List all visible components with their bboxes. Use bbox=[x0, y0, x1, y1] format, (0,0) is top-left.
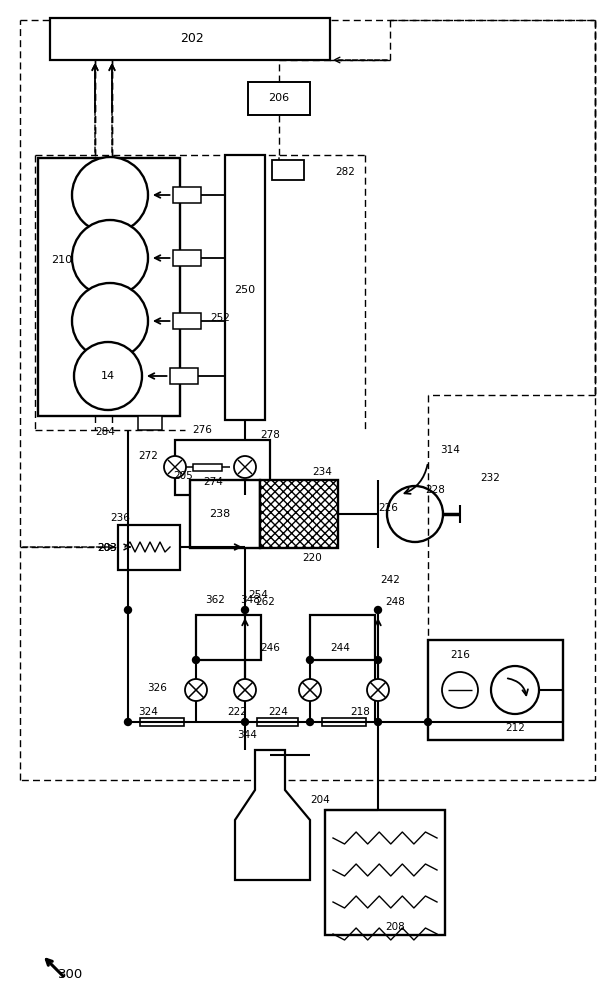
Text: 362: 362 bbox=[205, 595, 225, 605]
Text: 238: 238 bbox=[209, 509, 230, 519]
Text: 252: 252 bbox=[210, 313, 230, 323]
Text: 202: 202 bbox=[180, 32, 204, 45]
Bar bbox=[140, 718, 184, 726]
Bar bbox=[325, 810, 445, 935]
Text: 324: 324 bbox=[138, 707, 158, 717]
Text: 234: 234 bbox=[312, 467, 332, 477]
Text: 272: 272 bbox=[138, 451, 158, 461]
Circle shape bbox=[442, 672, 478, 708]
Bar bbox=[196, 615, 261, 660]
Text: 344: 344 bbox=[237, 730, 257, 740]
Circle shape bbox=[192, 656, 200, 664]
Text: 242: 242 bbox=[380, 575, 400, 585]
Text: 205: 205 bbox=[173, 471, 193, 481]
Text: 212: 212 bbox=[505, 723, 525, 733]
Bar bbox=[322, 718, 366, 726]
Circle shape bbox=[387, 486, 443, 542]
Polygon shape bbox=[235, 750, 310, 880]
Text: 208: 208 bbox=[385, 922, 405, 932]
Bar bbox=[260, 480, 338, 548]
Text: 236: 236 bbox=[110, 513, 130, 523]
Text: 326: 326 bbox=[147, 683, 167, 693]
Circle shape bbox=[375, 656, 381, 664]
Circle shape bbox=[424, 718, 431, 726]
Bar bbox=[193, 464, 222, 471]
Bar bbox=[172, 187, 200, 203]
Text: 204: 204 bbox=[310, 795, 330, 805]
Bar bbox=[428, 640, 563, 740]
Circle shape bbox=[124, 718, 131, 726]
Circle shape bbox=[307, 656, 314, 664]
Bar bbox=[172, 250, 200, 266]
Bar bbox=[190, 480, 260, 548]
Bar bbox=[175, 440, 270, 495]
Bar bbox=[118, 525, 180, 570]
Bar bbox=[272, 160, 304, 180]
Text: 224: 224 bbox=[268, 707, 288, 717]
Text: 232: 232 bbox=[480, 473, 500, 483]
Text: 220: 220 bbox=[302, 553, 322, 563]
Circle shape bbox=[375, 606, 381, 613]
Bar bbox=[225, 155, 265, 420]
Text: 348: 348 bbox=[240, 595, 260, 605]
Circle shape bbox=[491, 666, 539, 714]
Circle shape bbox=[234, 456, 256, 478]
Text: 203: 203 bbox=[97, 543, 117, 553]
Text: 14: 14 bbox=[101, 371, 115, 381]
Bar bbox=[310, 615, 375, 660]
Circle shape bbox=[241, 606, 248, 613]
Text: 226: 226 bbox=[378, 503, 398, 513]
Text: 248: 248 bbox=[385, 597, 405, 607]
Bar bbox=[248, 82, 310, 115]
Text: 262: 262 bbox=[255, 597, 275, 607]
Text: 218: 218 bbox=[350, 707, 370, 717]
Bar bbox=[38, 158, 180, 416]
Text: 210: 210 bbox=[52, 255, 73, 265]
Circle shape bbox=[164, 456, 186, 478]
Circle shape bbox=[72, 157, 148, 233]
Circle shape bbox=[234, 679, 256, 701]
Text: 276: 276 bbox=[192, 425, 212, 435]
Text: 203: 203 bbox=[97, 543, 117, 553]
Text: 216: 216 bbox=[450, 650, 470, 660]
Circle shape bbox=[367, 679, 389, 701]
Text: 278: 278 bbox=[260, 430, 280, 440]
Text: 314: 314 bbox=[440, 445, 460, 455]
Bar bbox=[138, 416, 162, 430]
Text: 228: 228 bbox=[425, 485, 445, 495]
Circle shape bbox=[185, 679, 207, 701]
Text: 282: 282 bbox=[335, 167, 355, 177]
Bar bbox=[257, 718, 298, 726]
Bar bbox=[169, 368, 198, 384]
Text: 250: 250 bbox=[235, 285, 256, 295]
Text: 244: 244 bbox=[330, 643, 350, 653]
Text: 274: 274 bbox=[203, 477, 223, 487]
Text: 300: 300 bbox=[58, 968, 83, 982]
Circle shape bbox=[307, 718, 314, 726]
Bar bbox=[172, 313, 200, 329]
Text: 246: 246 bbox=[260, 643, 280, 653]
Bar bbox=[50, 18, 330, 60]
Circle shape bbox=[375, 718, 381, 726]
Text: 254: 254 bbox=[248, 590, 268, 600]
Circle shape bbox=[299, 679, 321, 701]
Text: 284: 284 bbox=[95, 427, 115, 437]
Circle shape bbox=[72, 220, 148, 296]
Text: 206: 206 bbox=[269, 93, 290, 103]
Text: 222: 222 bbox=[227, 707, 247, 717]
Circle shape bbox=[241, 718, 248, 726]
Circle shape bbox=[72, 283, 148, 359]
Circle shape bbox=[124, 606, 131, 613]
Circle shape bbox=[74, 342, 142, 410]
